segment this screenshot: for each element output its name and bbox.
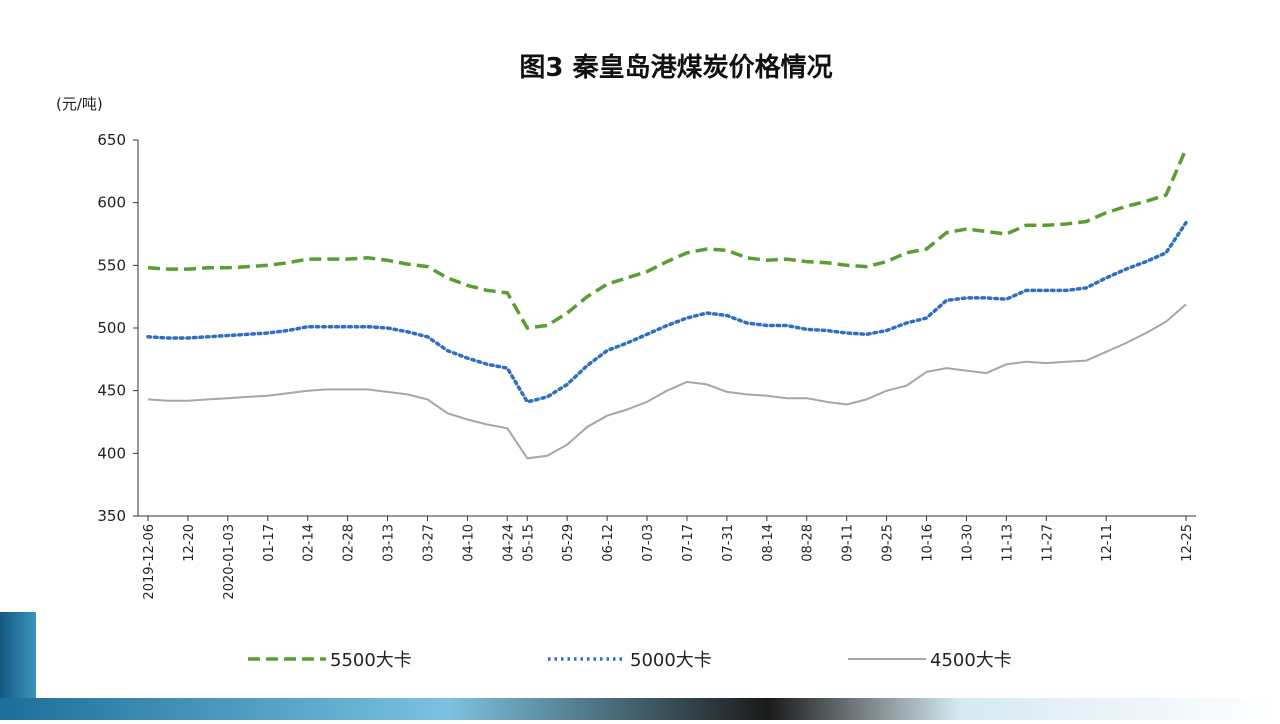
series-line bbox=[146, 220, 1188, 404]
x-tick-label: 11-27 bbox=[1040, 524, 1055, 562]
x-tick-label: 12-20 bbox=[182, 524, 197, 562]
y-tick-label: 450 bbox=[97, 382, 126, 400]
x-tick-label: 10-30 bbox=[960, 524, 975, 562]
series-line bbox=[147, 148, 1188, 330]
x-tick-label: 07-31 bbox=[721, 524, 736, 562]
legend-label: 4500大卡 bbox=[930, 650, 1012, 671]
y-tick-label: 350 bbox=[97, 507, 126, 525]
legend-label: 5000大卡 bbox=[630, 650, 712, 671]
x-tick-label: 2019-12-06 bbox=[142, 524, 157, 600]
x-tick-label: 07-03 bbox=[641, 524, 656, 562]
y-axis-label: (元/吨) bbox=[56, 95, 103, 113]
series-line bbox=[147, 303, 1187, 460]
chart-title: 图3 秦皇岛港煤炭价格情况 bbox=[519, 52, 832, 83]
x-tick-label: 08-14 bbox=[761, 524, 776, 562]
x-tick-label: 12-11 bbox=[1100, 524, 1115, 562]
legend-label: 5500大卡 bbox=[330, 650, 412, 671]
x-tick-label: 02-28 bbox=[342, 524, 357, 562]
x-tick-label: 11-13 bbox=[1000, 524, 1015, 562]
x-tick-label: 06-12 bbox=[601, 524, 616, 562]
x-tick-label: 09-11 bbox=[841, 524, 856, 562]
x-tick-label: 05-29 bbox=[561, 524, 576, 562]
x-tick-label: 01-17 bbox=[262, 524, 277, 562]
x-tick-label: 02-14 bbox=[302, 524, 317, 562]
x-tick-label: 08-28 bbox=[801, 524, 816, 562]
y-tick-label: 400 bbox=[97, 444, 126, 462]
y-tick-label: 600 bbox=[97, 194, 126, 212]
x-tick-label: 12-25 bbox=[1180, 524, 1195, 562]
decor-band bbox=[0, 698, 1280, 720]
x-tick-label: 04-24 bbox=[501, 524, 516, 562]
y-tick-label: 650 bbox=[97, 131, 126, 149]
x-tick-label: 03-27 bbox=[421, 524, 436, 562]
x-tick-label: 03-13 bbox=[382, 524, 397, 562]
x-tick-label: 05-15 bbox=[521, 524, 536, 562]
x-tick-label: 10-16 bbox=[921, 524, 936, 562]
x-tick-label: 2020-01-03 bbox=[222, 524, 237, 600]
x-tick-label: 07-17 bbox=[681, 524, 696, 562]
y-tick-label: 550 bbox=[97, 256, 126, 274]
x-tick-label: 04-10 bbox=[461, 524, 476, 562]
x-tick-label: 09-25 bbox=[881, 524, 896, 562]
y-tick-label: 500 bbox=[97, 319, 126, 337]
